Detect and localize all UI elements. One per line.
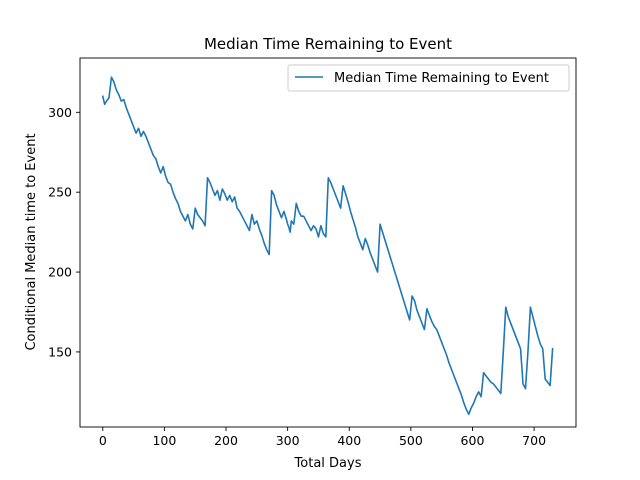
y-tick-label: 250 <box>48 185 72 200</box>
plot-frame <box>79 57 577 428</box>
x-axis: 0 100 200 300 400 500 600 700 <box>99 427 546 448</box>
legend-box <box>287 64 570 92</box>
y-axis: 150 200 250 300 <box>48 105 80 359</box>
x-tick-label: 100 <box>152 433 176 448</box>
x-axis-label: Total Days <box>294 456 362 471</box>
y-tick-label: 150 <box>48 344 72 359</box>
x-tick-label: 0 <box>99 433 107 448</box>
y-axis-label: Conditional Median time to Event <box>24 133 39 350</box>
x-tick-label: 200 <box>214 433 238 448</box>
legend: Median Time Remaining to Event <box>287 64 570 92</box>
x-tick-label: 700 <box>522 433 546 448</box>
legend-label: Median Time Remaining to Event <box>334 71 549 86</box>
x-tick-label: 500 <box>399 433 423 448</box>
x-tick-label: 400 <box>337 433 361 448</box>
x-tick-label: 600 <box>461 433 485 448</box>
x-tick-label: 300 <box>276 433 300 448</box>
plot-area <box>101 76 554 416</box>
y-tick-label: 200 <box>48 265 72 280</box>
y-tick-label: 300 <box>48 105 72 120</box>
series-line <box>101 76 554 416</box>
chart-title: Median Time Remaining to Event <box>204 35 452 53</box>
